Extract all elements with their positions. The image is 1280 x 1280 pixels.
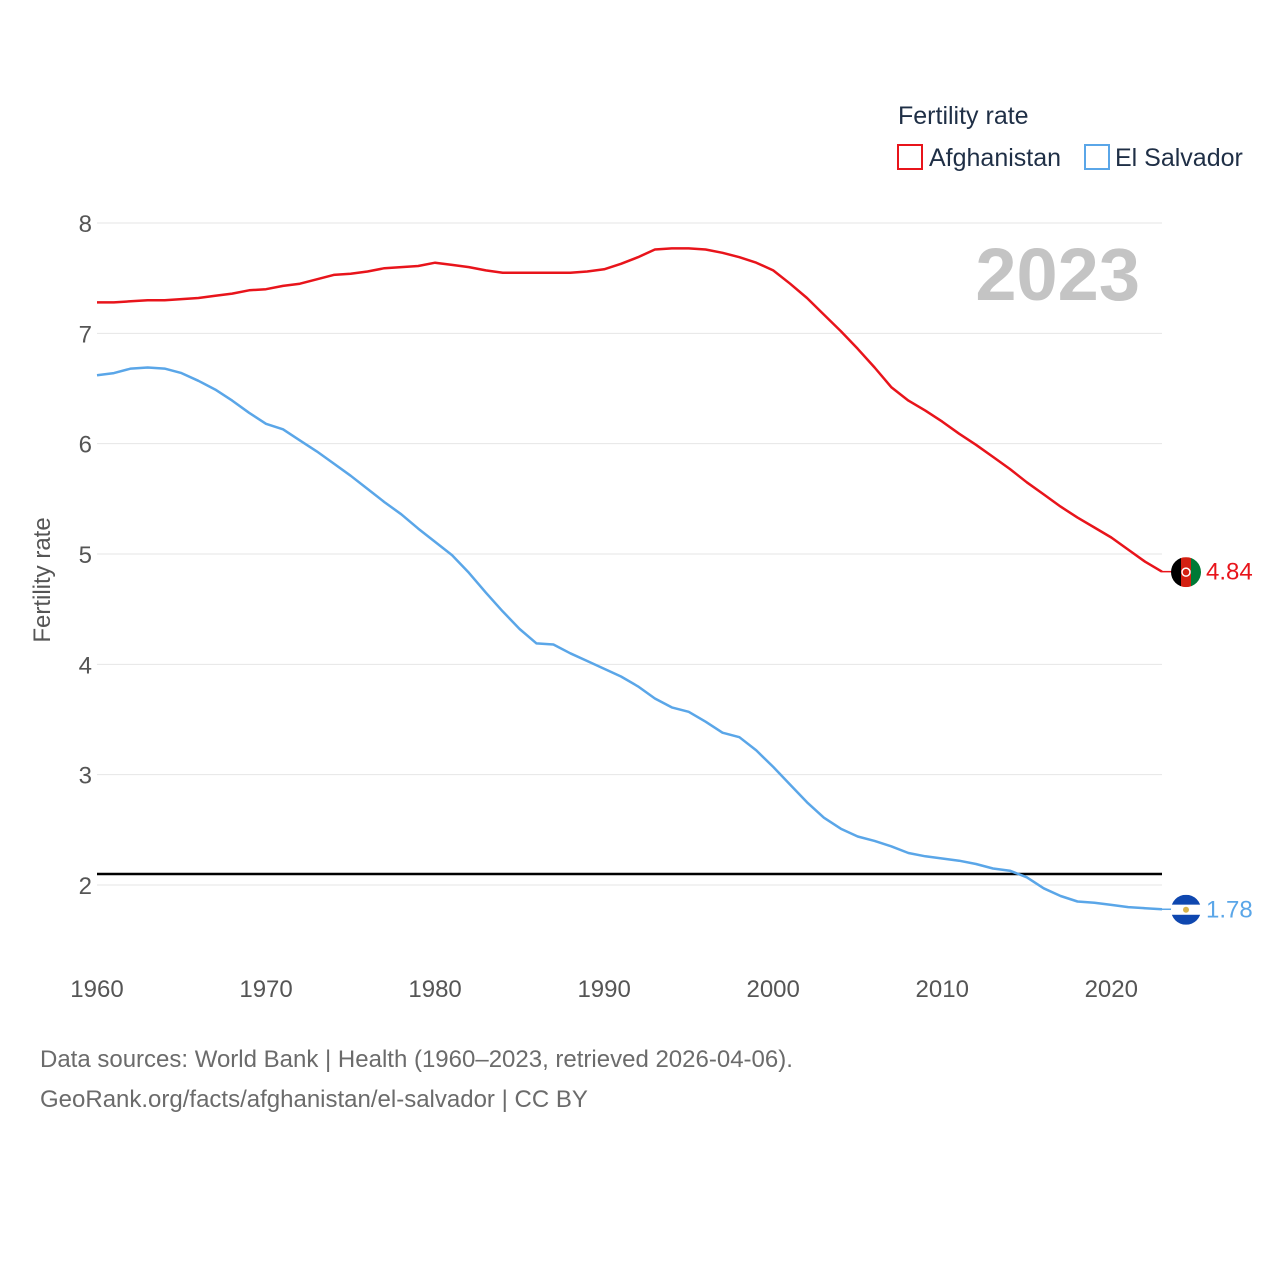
y-axis-label: Fertility rate — [29, 517, 56, 642]
year-label: 2023 — [975, 233, 1140, 316]
el-salvador-flag-icon — [1171, 894, 1201, 925]
fertility-chart: 2 3 4 5 6 7 8 1960 1970 1980 1990 2000 2010 2020 Fer… — [29, 102, 1253, 1003]
footer: Data sources: World Bank | Health (1960–… — [40, 1040, 793, 1120]
legend-item-el-salvador[interactable]: El Salvador — [1084, 144, 1243, 172]
footer-source-link[interactable]: GeoRank.org/facts/afghanistan/el-salvado… — [40, 1086, 588, 1113]
footer-sources: Data sources: World Bank | Health (1960–… — [40, 1046, 793, 1073]
x-tick-label: 2000 — [746, 976, 799, 1003]
series-line-afghanistan — [97, 247, 1163, 573]
y-tick-label: 3 — [79, 763, 92, 790]
y-tick-label: 5 — [79, 542, 92, 569]
end-value-afghanistan: 4.84 — [1206, 559, 1253, 586]
legend-swatch-el-salvador — [1084, 144, 1110, 170]
end-value-el-salvador: 1.78 — [1206, 896, 1253, 923]
legend-title: Fertility rate — [898, 102, 1029, 130]
series-line-el-salvador — [96, 366, 1163, 911]
x-tick-label: 1960 — [70, 976, 123, 1003]
legend-label-el-salvador: El Salvador — [1115, 144, 1243, 172]
y-tick-label: 4 — [79, 652, 92, 679]
y-tick-label: 7 — [79, 321, 92, 348]
afghanistan-flag-icon — [1171, 557, 1201, 588]
x-tick-label: 1970 — [239, 976, 292, 1003]
grid-lines — [97, 222, 1162, 886]
legend: Fertility rate Afghanistan El Salvador — [897, 102, 1243, 172]
legend-swatch-afghanistan — [897, 144, 923, 170]
y-tick-label: 8 — [79, 211, 92, 238]
x-tick-label: 2020 — [1085, 976, 1138, 1003]
x-tick-label: 1980 — [408, 976, 461, 1003]
x-tick-label: 2010 — [916, 976, 969, 1003]
x-axis-ticks: 1960 1970 1980 1990 2000 2010 2020 — [70, 976, 1138, 1003]
y-tick-label: 2 — [79, 873, 92, 900]
y-axis-ticks: 2 3 4 5 6 7 8 — [79, 211, 92, 900]
legend-label-afghanistan: Afghanistan — [929, 144, 1061, 172]
y-tick-label: 6 — [79, 432, 92, 459]
legend-item-afghanistan[interactable]: Afghanistan — [897, 144, 1061, 172]
series-lines — [96, 247, 1172, 911]
x-tick-label: 1990 — [577, 976, 630, 1003]
